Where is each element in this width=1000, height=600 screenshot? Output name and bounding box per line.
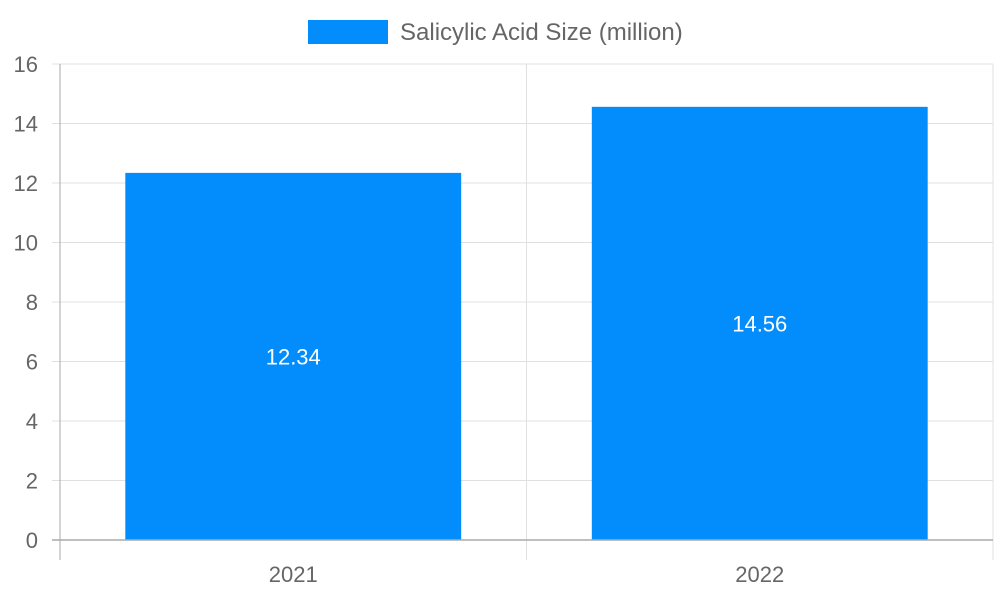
y-tick-label: 12: [14, 171, 38, 196]
data-label: 12.34: [266, 344, 321, 369]
y-tick-label: 4: [26, 409, 38, 434]
y-tick-label: 16: [14, 52, 38, 77]
y-tick-label: 10: [14, 231, 38, 256]
legend-label: Salicylic Acid Size (million): [400, 19, 683, 46]
y-tick-label: 14: [14, 112, 38, 137]
bars: 12.34 14.56: [125, 106, 928, 540]
axes: 0 2 4 6 8 10 12 14 16 2021 2022: [14, 52, 993, 587]
bar-2021: [125, 172, 462, 540]
y-tick-label: 6: [26, 350, 38, 375]
y-tick-label: 2: [26, 469, 38, 494]
legend-swatch: [308, 20, 388, 44]
y-tick-label: 0: [26, 528, 38, 553]
x-tick-label: 2022: [735, 562, 784, 587]
bar-2022: [591, 106, 928, 540]
x-tick-label: 2021: [269, 562, 318, 587]
y-tick-label: 8: [26, 290, 38, 315]
data-label: 14.56: [732, 311, 787, 336]
legend[interactable]: Salicylic Acid Size (million): [308, 19, 683, 46]
